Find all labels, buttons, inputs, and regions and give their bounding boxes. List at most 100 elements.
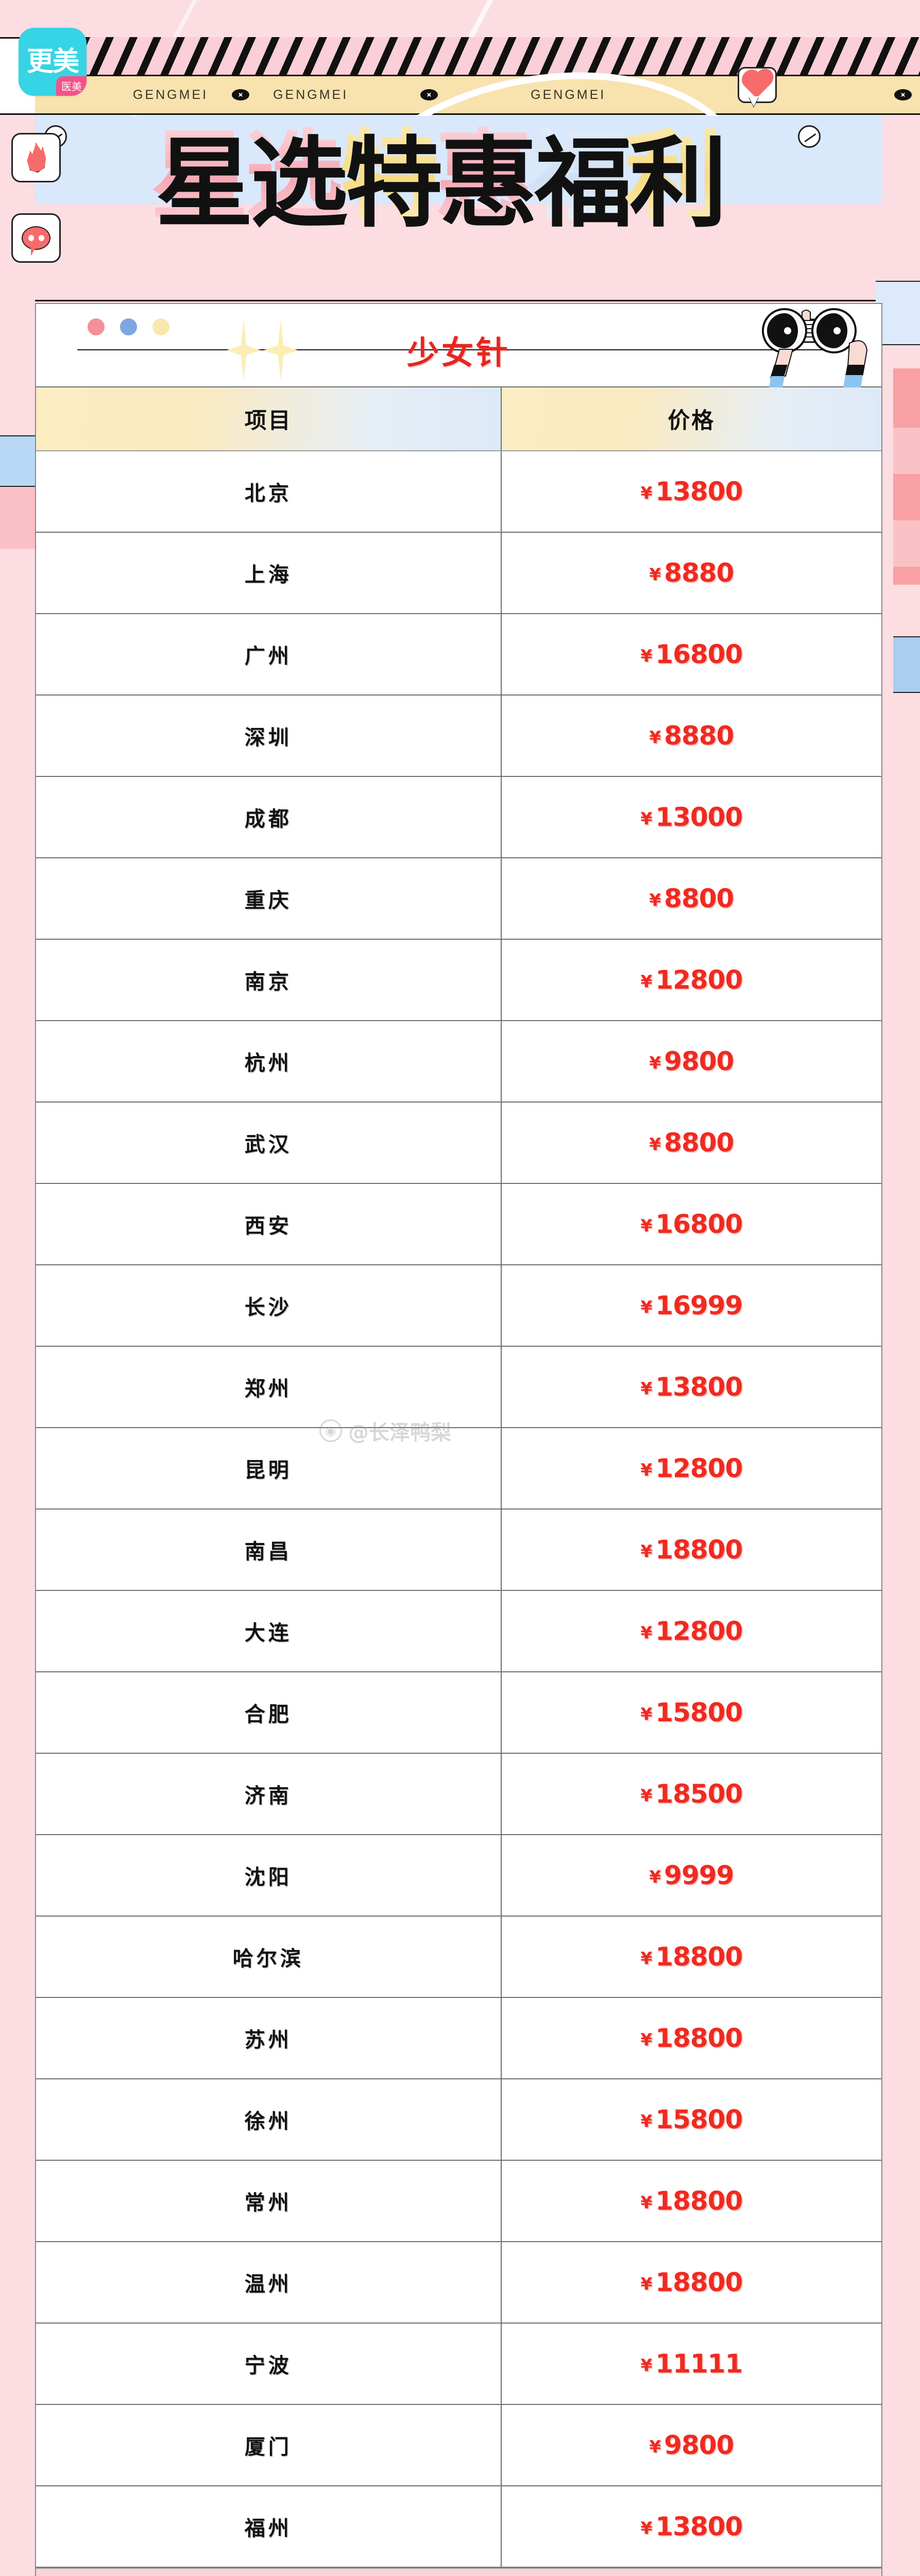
table-row: 北京 ¥13800	[36, 451, 881, 533]
cell-price: ¥12800	[501, 1428, 881, 1510]
cell-city: 南京	[36, 939, 502, 1021]
price-number: 9800	[664, 1046, 734, 1076]
price-number: 12800	[655, 965, 743, 995]
card-header: 少女针	[36, 304, 881, 387]
banner-label-1: GENGMEI	[133, 87, 209, 102]
city-label: 西安	[244, 1214, 292, 1238]
table-row: 苏州 ¥18800	[36, 1997, 881, 2079]
cell-city: 福州	[36, 2486, 502, 2568]
currency-symbol: ¥	[640, 646, 652, 666]
table-row: 哈尔滨 ¥18800	[36, 1916, 881, 1998]
table-row: 郑州 ¥13800	[36, 1346, 881, 1428]
cell-price: ¥18800	[501, 1997, 881, 2079]
right-red-swatch-light-1	[893, 428, 920, 474]
price-number: 11111	[655, 2349, 743, 2379]
cell-price: ¥8880	[501, 532, 881, 614]
table-row: 厦门 ¥9800	[36, 2404, 881, 2486]
cell-price: ¥18800	[501, 2160, 881, 2242]
cell-price: ¥9800	[501, 1021, 881, 1103]
price-table: 项目 价格 北京 ¥13800 上海 ¥8880 广州 ¥16800 深圳 ¥8880 成都 ¥1…	[36, 386, 881, 2568]
price-number: 9999	[664, 1860, 734, 1890]
price-value: ¥8880	[649, 721, 734, 751]
city-label: 成都	[244, 807, 292, 831]
currency-symbol: ¥	[640, 2355, 652, 2375]
city-label: 广州	[244, 645, 292, 668]
flame-badge[interactable]	[11, 133, 61, 182]
price-value: ¥8800	[649, 1128, 734, 1158]
cell-city: 武汉	[36, 1102, 502, 1184]
currency-symbol: ¥	[640, 1948, 652, 1968]
price-value: ¥18800	[640, 2267, 743, 2297]
window-dots	[88, 318, 169, 335]
column-header-item: 项目	[36, 386, 502, 451]
table-row: 成都 ¥13000	[36, 776, 881, 858]
price-number: 15800	[655, 2105, 743, 2134]
table-row: 合肥 ¥15800	[36, 1672, 881, 1754]
card-footer: -GENG MEI-	[36, 2568, 881, 2576]
cell-city: 合肥	[36, 1672, 502, 1754]
cell-city: 哈尔滨	[36, 1916, 502, 1998]
price-value: ¥9999	[649, 1860, 734, 1890]
app-logo: 更美 医美	[19, 28, 87, 96]
right-blue-accent-bar-2	[893, 636, 920, 693]
diamond-sparkle-icon	[232, 89, 250, 100]
cell-price: ¥13800	[501, 451, 881, 533]
table-row: 南昌 ¥18800	[36, 1509, 881, 1591]
price-value: ¥8880	[649, 558, 734, 588]
cell-price: ¥11111	[501, 2323, 881, 2405]
cell-city: 郑州	[36, 1346, 502, 1428]
right-red-swatch-light-2	[893, 520, 920, 567]
price-number: 12800	[655, 1616, 743, 1646]
cell-price: ¥15800	[501, 2079, 881, 2161]
currency-symbol: ¥	[640, 2274, 652, 2294]
currency-symbol: ¥	[649, 1867, 661, 1887]
table-row: 南京 ¥12800	[36, 939, 881, 1021]
column-header-price: 价格	[501, 386, 881, 451]
banner-label-3: GENGMEI	[531, 87, 606, 102]
currency-symbol: ¥	[640, 1460, 652, 1480]
table-row: 大连 ¥12800	[36, 1590, 881, 1672]
cell-city: 宁波	[36, 2323, 502, 2405]
cell-city: 重庆	[36, 858, 502, 940]
price-value: ¥16800	[640, 1209, 743, 1239]
chat-badge[interactable]	[11, 213, 61, 263]
price-number: 8880	[664, 558, 734, 588]
price-value: ¥18800	[640, 1942, 743, 1972]
cell-price: ¥16999	[501, 1265, 881, 1347]
city-label: 沈阳	[244, 1866, 292, 1889]
price-value: ¥15800	[640, 2105, 743, 2134]
price-value: ¥18800	[640, 1535, 743, 1565]
cell-price: ¥18800	[501, 1916, 881, 1998]
cell-price: ¥12800	[501, 1590, 881, 1672]
card-title: 少女针	[406, 334, 510, 371]
cell-city: 成都	[36, 776, 502, 858]
price-value: ¥12800	[640, 1453, 743, 1483]
cell-city: 苏州	[36, 1997, 502, 2079]
price-value: ¥8800	[649, 884, 734, 913]
city-label: 厦门	[244, 2435, 292, 2459]
cell-price: ¥8800	[501, 858, 881, 940]
dial-knob-icon	[798, 125, 821, 148]
cell-city: 上海	[36, 532, 502, 614]
price-value: ¥9800	[649, 1046, 734, 1076]
hero-title-seg-4: 福	[530, 120, 627, 233]
price-number: 18800	[655, 2267, 743, 2297]
price-number: 18800	[655, 1942, 743, 1972]
price-value: ¥13800	[640, 477, 743, 506]
hero-title-seg-5: 利	[624, 120, 722, 233]
cell-city: 长沙	[36, 1265, 502, 1347]
currency-symbol: ¥	[640, 2029, 652, 2049]
cell-price: ¥13800	[501, 1346, 881, 1428]
price-number: 15800	[655, 1698, 743, 1727]
hero-banner: 星选特惠福利	[35, 116, 882, 301]
table-row: 西安 ¥16800	[36, 1183, 881, 1265]
window-dot-yellow	[152, 318, 169, 335]
currency-symbol: ¥	[649, 1053, 661, 1073]
city-label: 深圳	[244, 726, 292, 750]
currency-symbol: ¥	[640, 2518, 652, 2538]
city-label: 济南	[244, 1784, 292, 1808]
currency-symbol: ¥	[649, 2436, 661, 2456]
price-number: 16800	[655, 639, 743, 669]
price-number: 18800	[655, 2023, 743, 2053]
price-value: ¥13800	[640, 1372, 743, 1402]
